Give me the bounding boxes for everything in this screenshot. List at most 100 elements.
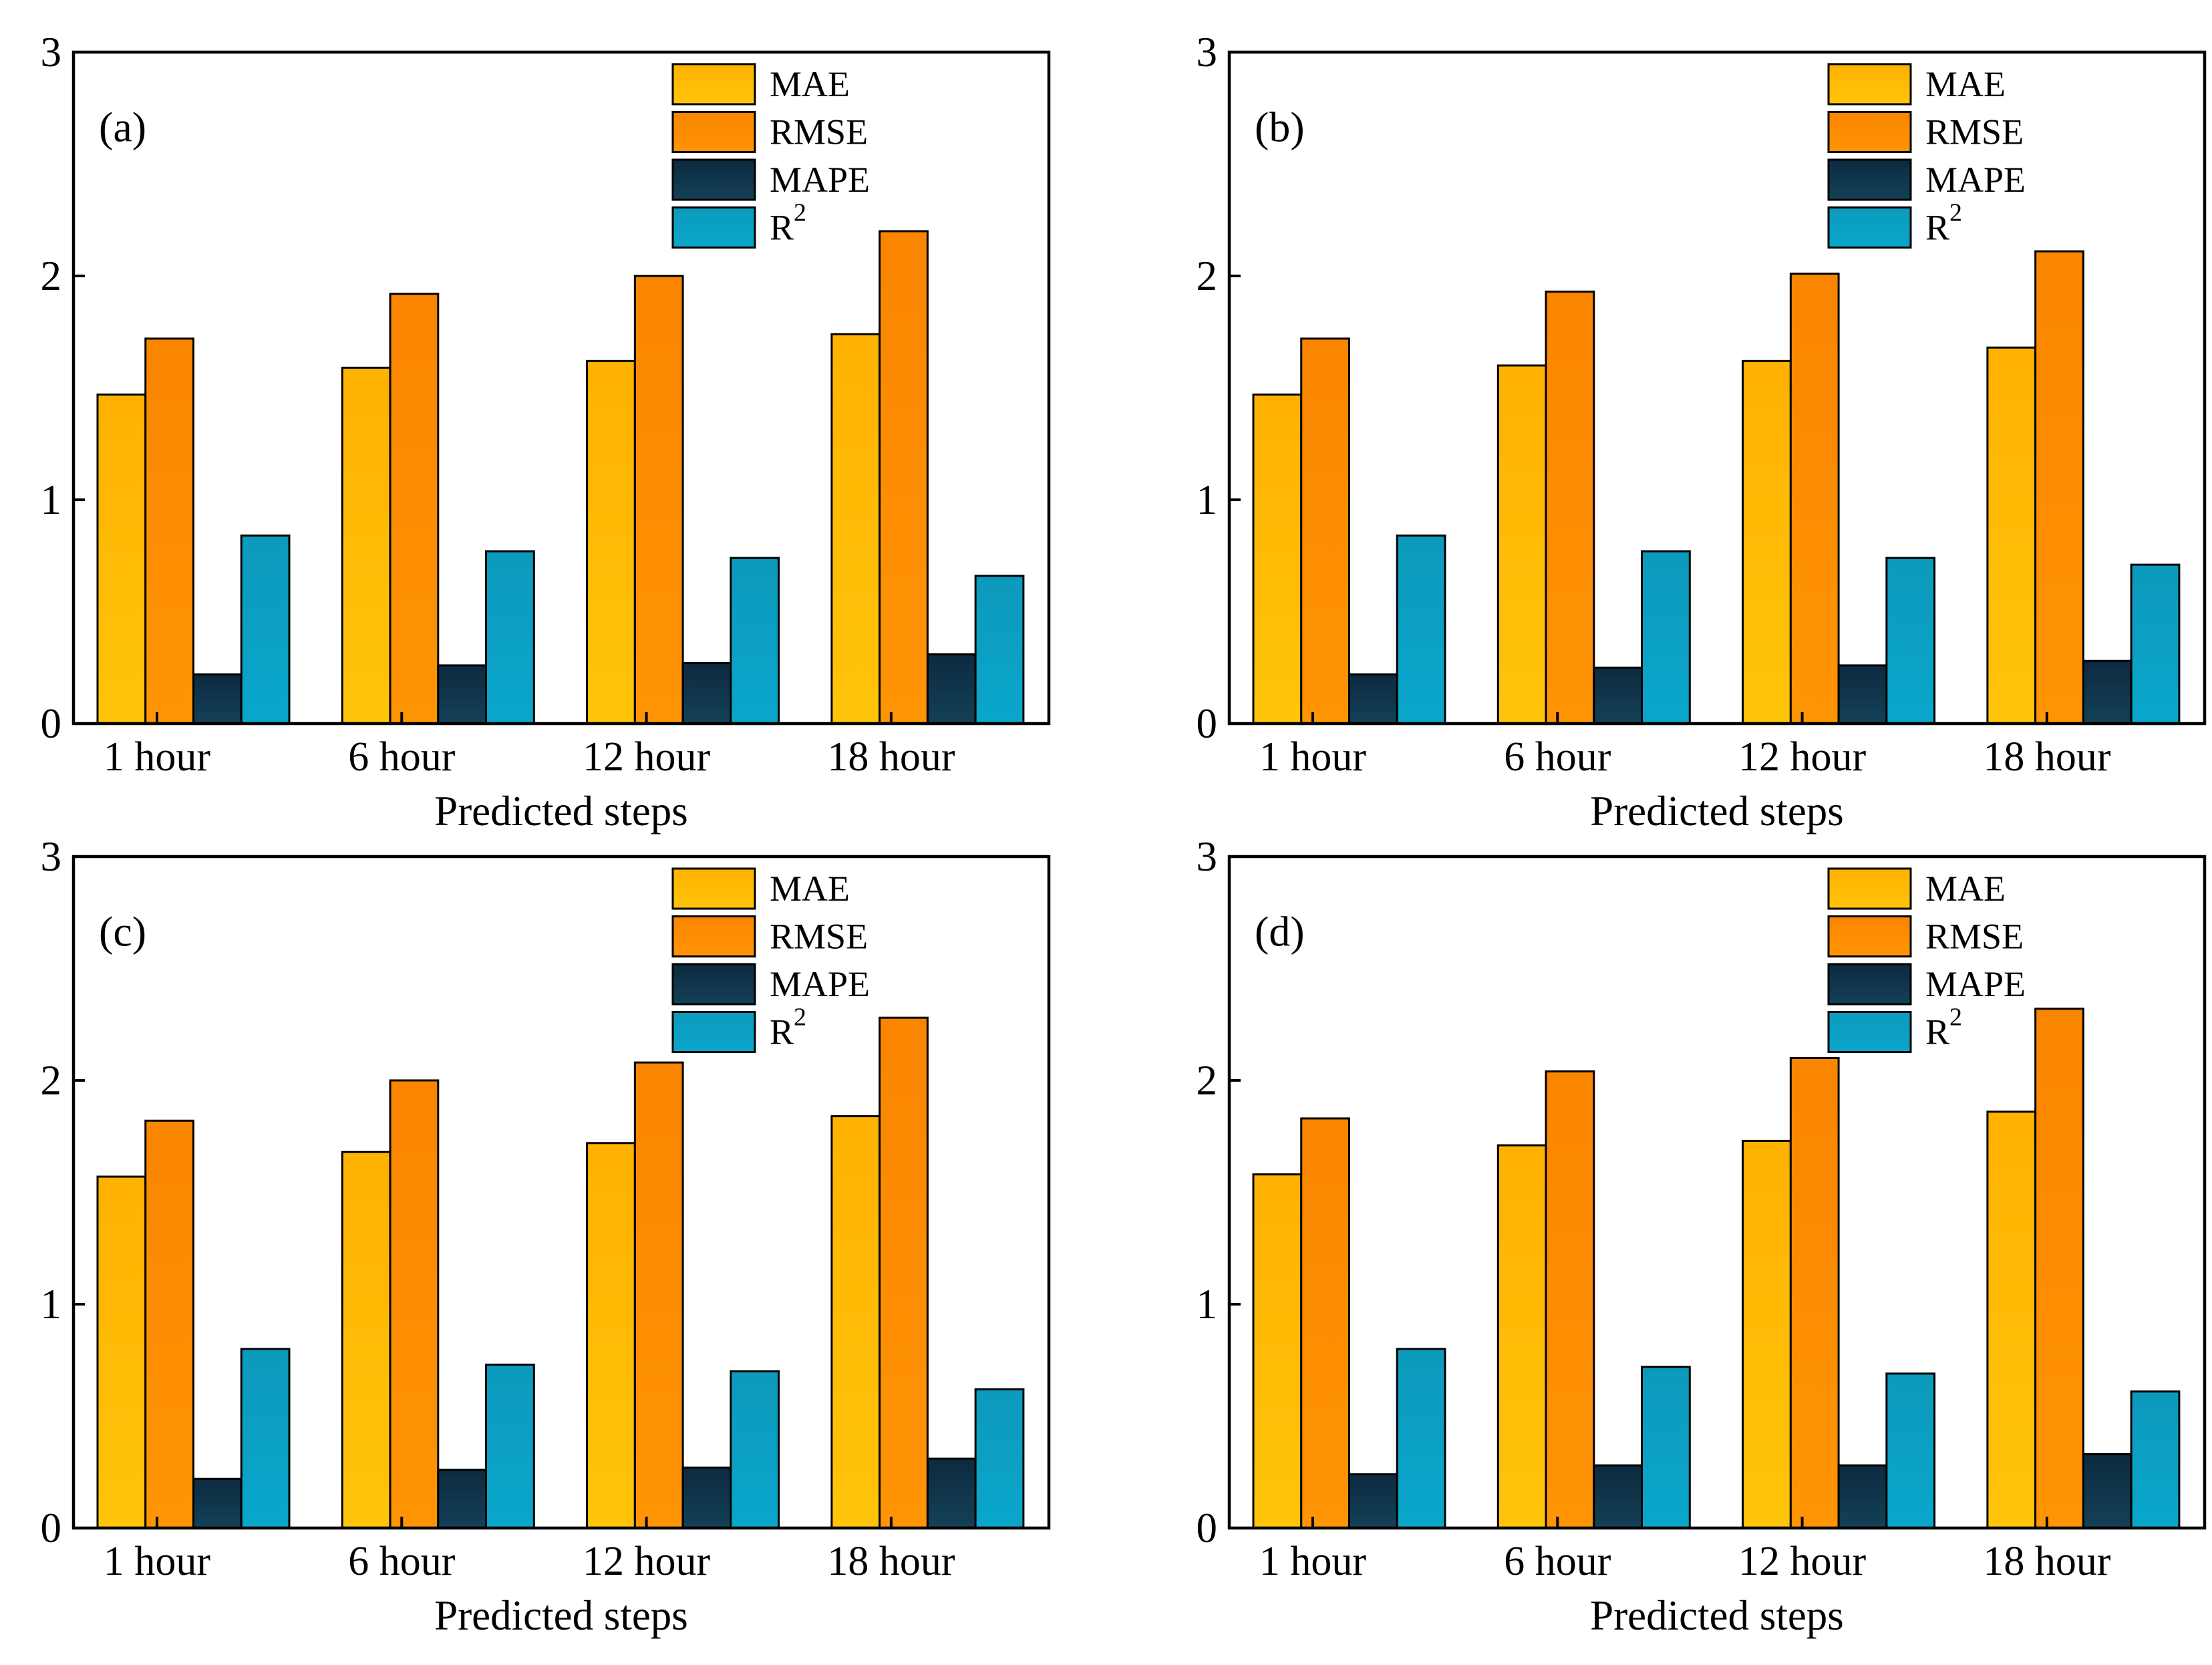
bar-mape-1-hour (1348, 673, 1398, 725)
bar-rmse-18-hour (2034, 1008, 2084, 1529)
x-tick-label: 12 hour (1738, 1539, 1867, 1584)
bar-r2-1-hour (1396, 535, 1446, 725)
bar-rmse-12-hour (1789, 1057, 1840, 1529)
panel-a: 0 1 2 3 1 hour 6 hour 12 hour 18 hour Predicted … (41, 29, 1051, 835)
bar-mape-6-hour (437, 664, 488, 725)
bar-mae-18-hour (830, 1115, 881, 1529)
legend-label-r2: R2 (770, 1004, 806, 1052)
x-tick-label: 12 hour (583, 734, 711, 780)
y-tick-label: 0 (1197, 700, 1218, 747)
bar-mape-18-hour (2082, 659, 2132, 725)
x-tick-label: 18 hour (827, 1539, 955, 1584)
x-axis-title: Predicted steps (434, 788, 688, 835)
bar-r2-12-hour (730, 1370, 780, 1529)
legend-swatch-mae (1827, 63, 1912, 106)
x-axis-title: Predicted steps (1590, 1592, 1844, 1639)
bar-rmse-1-hour (1300, 337, 1350, 725)
bar-mae-1-hour (96, 394, 147, 725)
panel-tag: (a) (99, 104, 146, 151)
legend-label-mae: MAE (1925, 869, 2006, 909)
x-tick-label: 1 hour (104, 734, 211, 780)
y-tick-label: 3 (41, 833, 62, 880)
legend-label-mape: MAPE (770, 160, 870, 200)
bar-mae-12-hour (586, 359, 636, 725)
y-tick-label: 0 (41, 700, 62, 747)
y-tick-label: 1 (1197, 476, 1218, 523)
plot-frame (1227, 50, 2207, 726)
legend-swatch-mape (671, 963, 756, 1006)
bar-mae-12-hour (1742, 359, 1792, 725)
y-tick-label: 2 (41, 1057, 62, 1104)
bar-mape-12-hour (681, 1467, 732, 1529)
panel-b: 0 1 2 3 1 hour 6 hour 12 hour 18 hour Predicted … (1197, 29, 2207, 835)
bar-rmse-12-hour (633, 275, 684, 725)
legend-label-rmse: RMSE (1925, 112, 2024, 152)
legend-swatch-rmse (671, 915, 756, 957)
bar-mae-12-hour (1742, 1139, 1792, 1529)
x-tick-label: 18 hour (1983, 734, 2111, 780)
x-tick-label: 6 hour (348, 734, 456, 780)
bar-mape-1-hour (1348, 1473, 1398, 1529)
bar-mape-6-hour (437, 1469, 488, 1529)
bar-r2-12-hour (730, 557, 780, 725)
legend-swatch-mape (671, 158, 756, 201)
bar-mae-1-hour (96, 1175, 147, 1529)
bar-mae-18-hour (1986, 1110, 2037, 1529)
bar-rmse-12-hour (1789, 273, 1840, 725)
legend-swatch-mae (671, 63, 756, 106)
legend-label-rmse: RMSE (770, 917, 868, 957)
bar-rmse-6-hour (389, 293, 440, 725)
bar-mape-12-hour (1837, 1464, 1888, 1529)
bar-r2-1-hour (240, 535, 291, 725)
y-tick-label: 2 (1197, 1057, 1218, 1104)
legend-swatch-rmse (671, 111, 756, 153)
bar-rmse-1-hour (144, 1119, 194, 1529)
legend-label-mae: MAE (770, 64, 850, 104)
legend-label-mape: MAPE (770, 964, 870, 1004)
bar-r2-6-hour (1641, 1366, 1691, 1529)
legend-label-mape: MAPE (1925, 964, 2026, 1004)
bar-r2-6-hour (485, 1363, 535, 1529)
legend-label-mape: MAPE (1925, 160, 2026, 200)
legend-swatch-r2 (671, 1011, 756, 1053)
bar-mae-1-hour (1252, 1173, 1303, 1529)
bar-r2-18-hour (2130, 563, 2181, 725)
legend-swatch-mae (671, 867, 756, 910)
x-axis-title: Predicted steps (434, 1592, 688, 1639)
legend-swatch-r2 (1827, 206, 1912, 249)
bar-rmse-18-hour (2034, 250, 2084, 725)
bar-mape-18-hour (926, 653, 977, 725)
bar-mae-6-hour (341, 1151, 391, 1529)
x-tick-label: 18 hour (827, 734, 955, 780)
bar-mae-1-hour (1252, 394, 1303, 725)
x-tick-label: 1 hour (104, 1539, 211, 1584)
x-tick-label: 12 hour (1738, 734, 1867, 780)
x-tick-label: 18 hour (1983, 1539, 2111, 1584)
y-tick-label: 0 (41, 1505, 62, 1551)
bar-rmse-12-hour (633, 1061, 684, 1529)
bar-r2-18-hour (2130, 1390, 2181, 1529)
bar-rmse-6-hour (1545, 290, 1595, 725)
bar-mape-6-hour (1593, 666, 1643, 725)
bar-rmse-18-hour (879, 230, 929, 725)
legend-swatch-r2 (1827, 1011, 1912, 1053)
legend-label-r2: R2 (770, 199, 806, 248)
bar-r2-1-hour (240, 1348, 291, 1529)
bar-mae-18-hour (830, 333, 881, 725)
panel-d: 0 1 2 3 1 hour 6 hour 12 hour 18 hour Predicted … (1197, 833, 2207, 1639)
bar-rmse-18-hour (879, 1016, 929, 1529)
plot-frame (71, 50, 1051, 726)
plot-frame (1227, 855, 2207, 1530)
legend-label-r2: R2 (1925, 1004, 1962, 1052)
bar-mape-12-hour (681, 662, 732, 725)
plot-frame (71, 855, 1051, 1530)
bar-mape-12-hour (1837, 664, 1888, 725)
legend-swatch-mape (1827, 158, 1912, 201)
bar-r2-12-hour (1885, 557, 1936, 725)
legend-label-rmse: RMSE (1925, 917, 2024, 957)
legend-label-mae: MAE (770, 869, 850, 909)
panel-tag: (b) (1255, 104, 1305, 151)
legend-label-r2: R2 (1925, 199, 1962, 248)
bar-mape-18-hour (2082, 1453, 2132, 1529)
